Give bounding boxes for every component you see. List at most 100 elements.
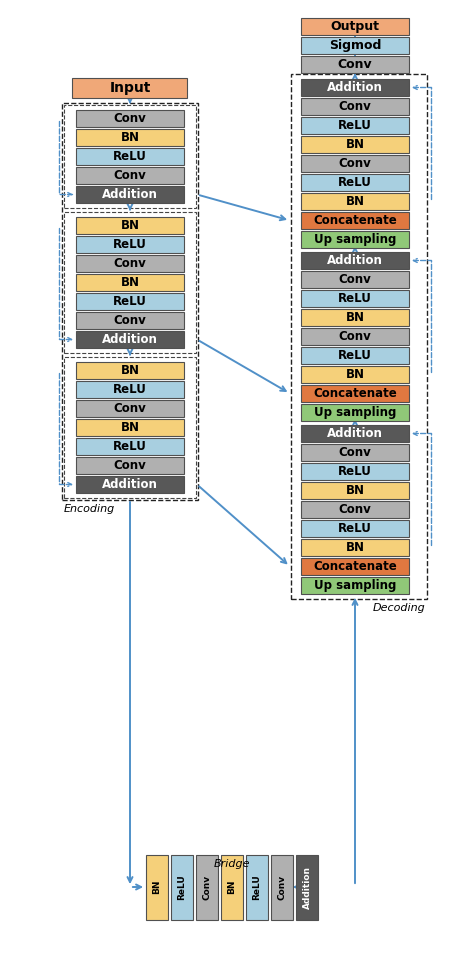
Text: Concatenate: Concatenate (313, 214, 396, 227)
Text: Conv: Conv (338, 503, 370, 516)
Text: Addition: Addition (326, 254, 382, 267)
Text: Bridge: Bridge (213, 859, 250, 868)
FancyBboxPatch shape (76, 186, 184, 203)
Text: Conv: Conv (113, 459, 146, 472)
Text: BN: BN (120, 364, 139, 377)
Text: ReLU: ReLU (113, 295, 147, 308)
FancyBboxPatch shape (76, 255, 184, 272)
FancyBboxPatch shape (295, 855, 317, 920)
FancyBboxPatch shape (300, 385, 408, 402)
Text: BN: BN (120, 276, 139, 289)
Text: BN: BN (120, 219, 139, 232)
FancyBboxPatch shape (76, 129, 184, 146)
Text: Conv: Conv (277, 875, 286, 900)
Text: Conv: Conv (338, 330, 370, 343)
Text: ReLU: ReLU (338, 349, 371, 362)
Text: Conv: Conv (338, 446, 370, 459)
Text: ReLU: ReLU (113, 238, 147, 251)
FancyBboxPatch shape (300, 212, 408, 229)
FancyBboxPatch shape (76, 476, 184, 493)
Text: Conv: Conv (338, 100, 370, 113)
FancyBboxPatch shape (76, 274, 184, 291)
FancyBboxPatch shape (300, 37, 408, 54)
Text: Output: Output (330, 20, 379, 33)
Text: Conv: Conv (202, 875, 211, 900)
Bar (64, 212, 195, 353)
Text: Concatenate: Concatenate (313, 387, 396, 400)
FancyBboxPatch shape (220, 855, 243, 920)
Text: Decoding: Decoding (371, 603, 424, 613)
FancyBboxPatch shape (300, 539, 408, 556)
Text: Addition: Addition (302, 865, 311, 908)
Text: Conv: Conv (113, 169, 146, 182)
FancyBboxPatch shape (76, 236, 184, 253)
FancyBboxPatch shape (171, 855, 193, 920)
Text: ReLU: ReLU (177, 874, 186, 900)
Text: Addition: Addition (326, 427, 382, 440)
Text: BN: BN (120, 131, 139, 144)
FancyBboxPatch shape (76, 293, 184, 310)
Text: Addition: Addition (102, 478, 157, 491)
FancyBboxPatch shape (300, 425, 408, 442)
FancyBboxPatch shape (300, 309, 408, 326)
Text: ReLU: ReLU (113, 440, 147, 453)
Text: BN: BN (345, 368, 364, 381)
FancyBboxPatch shape (76, 400, 184, 417)
Text: BN: BN (345, 541, 364, 554)
FancyBboxPatch shape (76, 312, 184, 329)
Text: Conv: Conv (337, 58, 371, 71)
FancyBboxPatch shape (300, 193, 408, 210)
Text: BN: BN (120, 421, 139, 434)
Text: Encoding: Encoding (64, 504, 115, 514)
FancyBboxPatch shape (300, 482, 408, 499)
Text: ReLU: ReLU (338, 465, 371, 478)
FancyBboxPatch shape (76, 438, 184, 455)
FancyBboxPatch shape (76, 457, 184, 474)
FancyBboxPatch shape (300, 501, 408, 518)
FancyBboxPatch shape (300, 577, 408, 594)
Text: Sigmod: Sigmod (328, 39, 381, 52)
FancyBboxPatch shape (76, 217, 184, 234)
FancyBboxPatch shape (300, 558, 408, 575)
FancyBboxPatch shape (300, 252, 408, 269)
Text: Conv: Conv (113, 314, 146, 327)
Text: Addition: Addition (326, 81, 382, 94)
Text: ReLU: ReLU (338, 522, 371, 535)
FancyBboxPatch shape (300, 117, 408, 134)
FancyBboxPatch shape (300, 18, 408, 35)
FancyBboxPatch shape (72, 78, 187, 98)
Text: BN: BN (345, 195, 364, 208)
Bar (64, 105, 195, 208)
FancyBboxPatch shape (76, 381, 184, 398)
Text: Addition: Addition (102, 333, 157, 346)
Bar (64, 357, 195, 498)
Text: ReLU: ReLU (113, 150, 147, 163)
Text: Concatenate: Concatenate (313, 560, 396, 573)
FancyBboxPatch shape (300, 136, 408, 153)
FancyBboxPatch shape (300, 231, 408, 248)
FancyBboxPatch shape (300, 366, 408, 383)
FancyBboxPatch shape (300, 404, 408, 421)
Text: Conv: Conv (113, 257, 146, 270)
Text: Conv: Conv (113, 112, 146, 125)
FancyBboxPatch shape (300, 444, 408, 461)
FancyBboxPatch shape (300, 271, 408, 288)
FancyBboxPatch shape (300, 347, 408, 364)
Bar (62, 103, 198, 500)
FancyBboxPatch shape (76, 331, 184, 348)
Text: Conv: Conv (338, 273, 370, 286)
FancyBboxPatch shape (146, 855, 168, 920)
FancyBboxPatch shape (300, 328, 408, 345)
FancyBboxPatch shape (76, 419, 184, 436)
Text: Input: Input (109, 81, 150, 95)
FancyBboxPatch shape (76, 167, 184, 184)
Text: ReLU: ReLU (338, 176, 371, 189)
FancyBboxPatch shape (300, 56, 408, 73)
FancyBboxPatch shape (245, 855, 268, 920)
Text: BN: BN (345, 138, 364, 151)
Text: Conv: Conv (338, 157, 370, 170)
Text: ReLU: ReLU (252, 874, 261, 900)
FancyBboxPatch shape (76, 148, 184, 165)
FancyBboxPatch shape (76, 110, 184, 127)
Text: ReLU: ReLU (338, 292, 371, 305)
